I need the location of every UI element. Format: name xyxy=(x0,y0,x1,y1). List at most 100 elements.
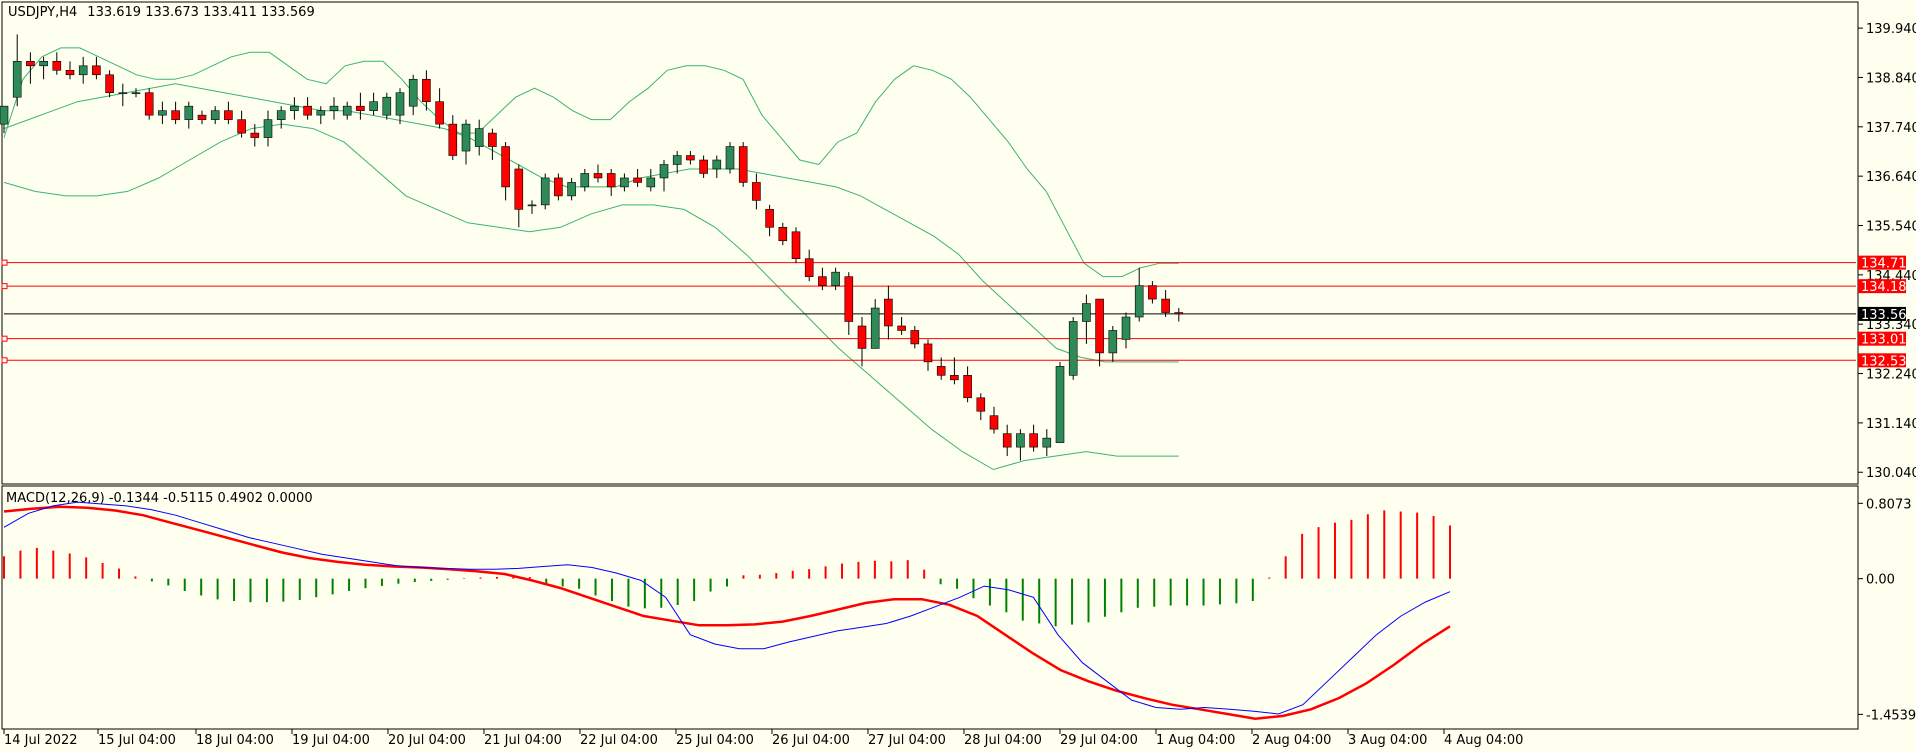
bull-candle xyxy=(39,61,48,67)
bear-candle xyxy=(936,366,946,376)
bear-candle xyxy=(250,132,260,138)
signal-line xyxy=(3,505,1451,720)
bear-candle xyxy=(52,61,62,71)
symbol-label: USDJPY,H4 133.619 133.673 133.411 133.569 xyxy=(8,5,315,20)
bear-candle xyxy=(593,173,603,179)
time-tick-label: 14 Jul 2022 xyxy=(4,733,78,748)
bear-candle xyxy=(606,173,616,188)
macd-axis: 0.8073 0.00 -1.4539 xyxy=(1858,497,1916,723)
bear-candle xyxy=(224,110,233,120)
bull-candle xyxy=(1082,303,1091,322)
price-tick-label: 138.840 xyxy=(1866,71,1916,86)
time-tick-label: 29 Jul 04:00 xyxy=(1060,733,1138,748)
bear-candle xyxy=(356,105,365,111)
bear-candle xyxy=(435,101,444,125)
bear-candle xyxy=(1029,433,1038,448)
macd-tick-label: -1.4539 xyxy=(1866,708,1916,723)
bull-candle xyxy=(870,307,880,349)
bull-candle xyxy=(620,177,629,188)
time-tick-label: 26 Jul 04:00 xyxy=(772,733,850,748)
bear-candle xyxy=(857,325,867,349)
bull-candle xyxy=(290,105,299,111)
bull-candle xyxy=(1055,366,1065,443)
bull-candle xyxy=(567,182,576,197)
level-tag xyxy=(1858,255,1906,270)
macd-lines xyxy=(3,501,1451,720)
bull-candle xyxy=(276,110,286,120)
price-tick-label: 135.540 xyxy=(1866,220,1916,235)
price-tick-label: 132.240 xyxy=(1866,368,1916,383)
level-tags: 134.712 134.188 133.017 132.535 133.569 xyxy=(1858,255,1915,369)
macd-tick-label: 0.8073 xyxy=(1866,497,1912,512)
bear-candle xyxy=(989,415,999,430)
level-tag-label: 134.188 xyxy=(1861,280,1915,295)
bear-candle xyxy=(554,177,563,197)
macd-panel-frame xyxy=(1,485,1859,730)
bear-candle xyxy=(105,74,114,94)
price-tick-label: 137.740 xyxy=(1866,121,1916,136)
bear-candle xyxy=(1148,285,1157,300)
bear-candle xyxy=(1161,298,1170,313)
bull-candle xyxy=(158,110,167,116)
time-tick-label: 2 Aug 04:00 xyxy=(1252,733,1331,748)
bull-candle xyxy=(474,128,484,147)
bull-candle xyxy=(0,105,9,125)
bollinger-middle-line xyxy=(3,83,1179,363)
bollinger-lower-line xyxy=(3,123,1179,471)
bull-candle xyxy=(118,92,128,95)
bear-candle xyxy=(171,110,180,120)
macd-line xyxy=(3,501,1451,715)
bear-candle xyxy=(633,177,642,183)
price-tick-label: 136.640 xyxy=(1866,170,1916,185)
bull-candle xyxy=(78,65,88,76)
current-price-label: 133.569 xyxy=(1861,308,1915,323)
bull-candle xyxy=(540,177,550,206)
bear-candle xyxy=(1002,433,1012,448)
price-tick-label: 133.340 xyxy=(1866,318,1916,333)
bear-candle xyxy=(844,276,854,322)
bull-candle xyxy=(210,110,220,120)
macd-histogram xyxy=(3,510,1451,627)
level-handle xyxy=(1,283,8,290)
bollinger-upper-line xyxy=(3,47,1179,278)
bull-candle xyxy=(1068,321,1078,376)
time-axis: 14 Jul 2022 15 Jul 04:00 18 Jul 04:00 19 Ju… xyxy=(3,729,1523,748)
bear-candle xyxy=(237,119,246,134)
bull-candle xyxy=(395,92,405,116)
bull-candle xyxy=(646,177,656,188)
price-panel-frame xyxy=(1,1,1859,485)
candles xyxy=(0,34,1184,461)
bear-candle xyxy=(65,69,75,76)
time-tick-label: 28 Jul 04:00 xyxy=(964,733,1042,748)
price-tick-label: 130.040 xyxy=(1866,466,1916,481)
time-tick-label: 15 Jul 04:00 xyxy=(98,733,176,748)
time-tick-label: 1 Aug 04:00 xyxy=(1156,733,1235,748)
bear-candle xyxy=(884,298,893,327)
time-tick-label: 19 Jul 04:00 xyxy=(292,733,370,748)
bear-candle xyxy=(963,375,972,399)
bull-candle xyxy=(831,271,840,286)
bull-candle xyxy=(1121,316,1131,340)
bull-candle xyxy=(369,101,378,111)
time-tick-label: 21 Jul 04:00 xyxy=(484,733,562,748)
macd-tick-label: 0.00 xyxy=(1866,573,1895,588)
time-tick-label: 20 Jul 04:00 xyxy=(388,733,466,748)
bull-candle xyxy=(1016,433,1025,448)
bull-candle xyxy=(527,204,537,207)
bull-candle xyxy=(659,164,669,179)
bear-candle xyxy=(791,231,801,260)
bear-candle xyxy=(501,146,510,188)
level-handle xyxy=(1,357,8,364)
price-tick-label: 131.140 xyxy=(1866,417,1916,432)
bear-candle xyxy=(699,159,708,174)
macd-label: MACD(12,26,9) -0.1344 -0.5115 0.4902 0.0… xyxy=(6,491,313,506)
bull-candle xyxy=(316,110,326,116)
level-tag xyxy=(1858,353,1906,368)
bear-candle xyxy=(738,146,748,183)
bull-candle xyxy=(1134,285,1144,318)
level-tag xyxy=(1858,331,1906,346)
bull-candle xyxy=(408,78,418,107)
level-tag-label: 133.017 xyxy=(1861,333,1915,348)
current-price-tag xyxy=(1858,306,1906,321)
